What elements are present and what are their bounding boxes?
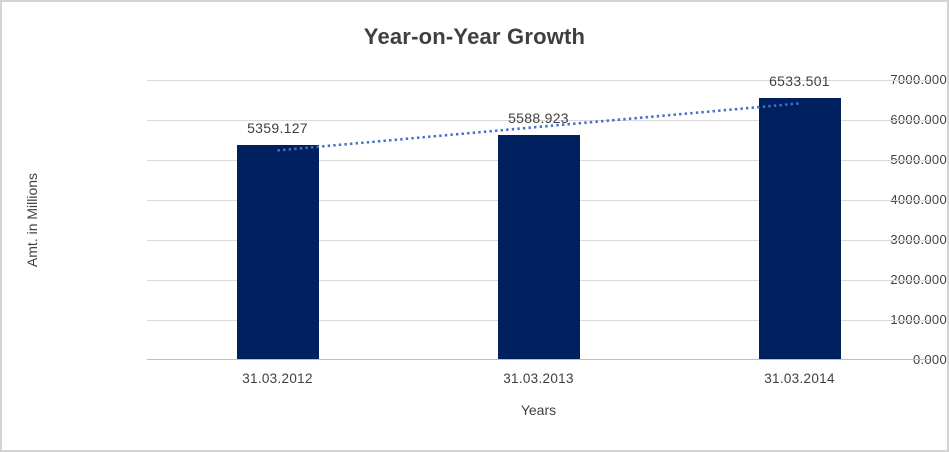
x-axis-title: Years bbox=[520, 402, 557, 418]
chart-title: Year-on-Year Growth bbox=[363, 24, 586, 49]
bar-31.03.2014 bbox=[758, 97, 841, 359]
y-axis-title: Amt. in Millions bbox=[24, 172, 40, 268]
bar-31.03.2013 bbox=[497, 135, 580, 359]
bar-value-label: 5588.923 bbox=[508, 110, 569, 127]
trendline bbox=[277, 102, 800, 152]
x-tick-label: 31.03.2012 bbox=[242, 371, 313, 386]
bar-value-label: 6533.501 bbox=[769, 72, 830, 89]
plot-area: 5359.127 5588.923 6533.501 bbox=[147, 73, 930, 360]
x-tick-label: 31.03.2013 bbox=[503, 371, 574, 386]
gridline bbox=[147, 79, 930, 81]
gridline bbox=[147, 119, 930, 121]
x-axis-line bbox=[147, 359, 930, 360]
bar-value-label: 5359.127 bbox=[247, 119, 308, 136]
bar-31.03.2012 bbox=[236, 144, 319, 359]
x-tick-label: 31.03.2014 bbox=[764, 371, 835, 386]
